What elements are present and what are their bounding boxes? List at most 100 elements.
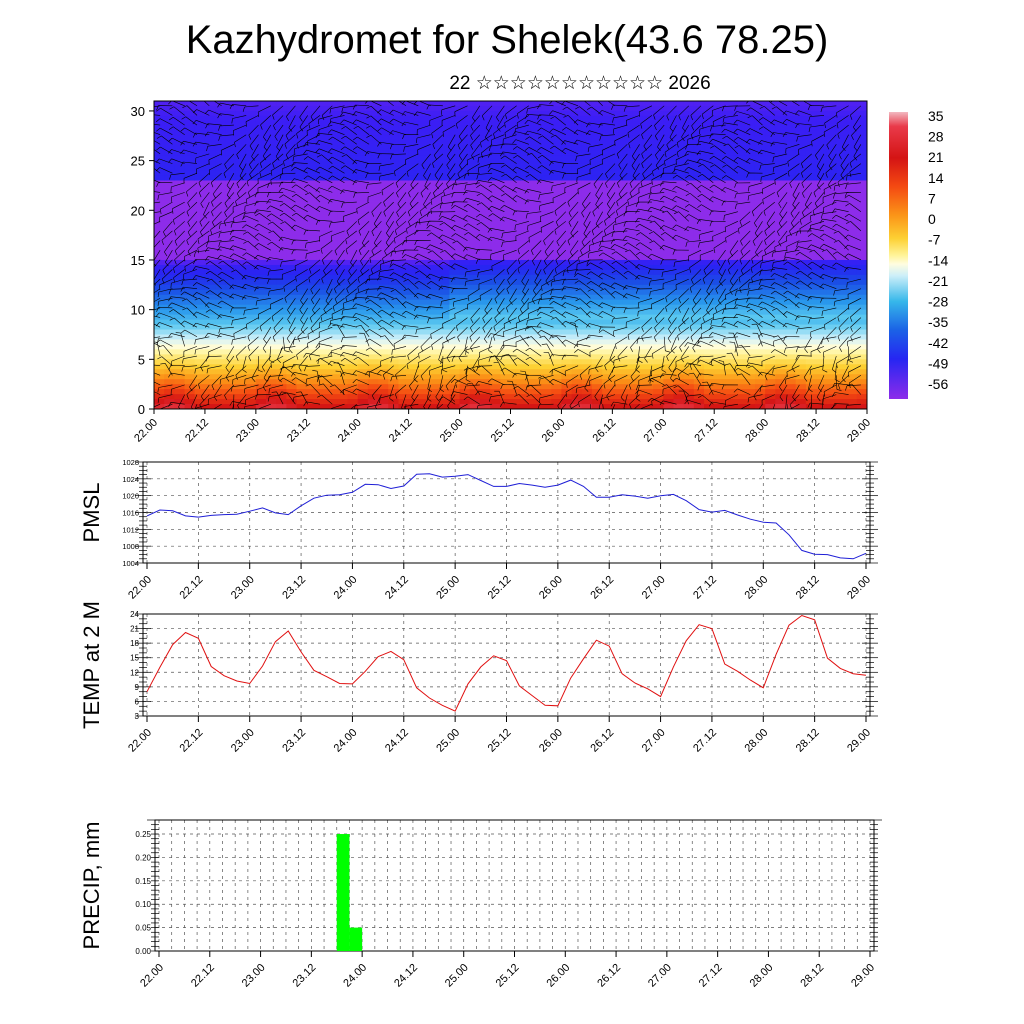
x-tick-label: 26.00 <box>544 962 572 990</box>
y-tick-label: 1024 <box>122 475 139 484</box>
y-tick-label: 0.10 <box>135 900 151 909</box>
y-tick-label: 1012 <box>122 525 139 534</box>
colorbar-label: -42 <box>928 335 948 351</box>
x-tick-label: 22.12 <box>189 962 217 990</box>
precip-bar <box>349 927 363 951</box>
y-tick-label: 10 <box>131 303 145 318</box>
x-tick-label: 29.00 <box>845 727 873 755</box>
y-tick-label: 0.00 <box>135 947 151 956</box>
y-tick-label: 1004 <box>122 559 139 568</box>
y-tick-label: 1028 <box>122 458 139 467</box>
colorbar-label: -14 <box>928 252 948 268</box>
temp-panel: 3 6 9 12 15 18 21 24 22.00 22.12 23.00 23.12 24.00 24… <box>79 601 878 755</box>
x-tick-label: 23.00 <box>229 574 257 602</box>
x-tick-label: 22.12 <box>178 727 206 755</box>
x-tick-label: 26.12 <box>588 727 616 755</box>
y-axis-title: PRECIP, mm <box>79 822 104 950</box>
y-tick-label: 1016 <box>122 509 139 518</box>
x-tick-label: 25.00 <box>438 417 466 445</box>
x-tick-label: 25.12 <box>494 962 522 990</box>
x-tick-label: 29.00 <box>849 962 877 990</box>
colorbar-label: 35 <box>928 108 944 124</box>
x-tick-label: 23.00 <box>229 727 257 755</box>
x-tick-label: 25.00 <box>434 727 462 755</box>
x-tick-label: 27.12 <box>691 727 719 755</box>
x-tick-label: 24.00 <box>332 727 360 755</box>
wind-barbs <box>154 101 862 409</box>
y-tick-label: 0.25 <box>135 830 151 839</box>
colorbar-label: -49 <box>928 355 948 371</box>
y-tick-label: 0 <box>138 402 145 417</box>
minor-ticks <box>135 613 878 717</box>
precip-panel: 0.00 0.05 0.10 0.15 0.20 0.25 22.00 22.12 23.00 2… <box>79 819 882 990</box>
x-tick-label: 22.12 <box>183 417 211 445</box>
x-tick-label: 26.12 <box>591 417 619 445</box>
y-tick-label: 30 <box>131 104 145 119</box>
x-tick-label: 24.12 <box>383 727 411 755</box>
y-tick-label: 15 <box>131 253 145 268</box>
y-tick-label: 1008 <box>122 542 139 551</box>
y-tick-label: 18 <box>130 639 139 648</box>
x-tick-label: 26.00 <box>537 727 565 755</box>
y-tick-label: 0.20 <box>135 853 151 862</box>
x-tick-label: 24.12 <box>387 417 415 445</box>
x-tick-label: 24.12 <box>392 962 420 990</box>
y-tick-label: 5 <box>138 352 145 367</box>
x-tick-label: 22.00 <box>138 962 166 990</box>
x-tick-label: 27.12 <box>697 962 725 990</box>
colorbar-label: 14 <box>928 170 944 186</box>
x-tick-label: 22.00 <box>132 417 160 445</box>
colorbar-label: 0 <box>928 211 936 227</box>
x-tick-label: 23.12 <box>280 727 308 755</box>
x-tick-label: 23.00 <box>234 417 262 445</box>
x-tick-label: 23.00 <box>240 962 268 990</box>
colorbar-label: -35 <box>928 314 948 330</box>
x-tick-label: 22.00 <box>126 574 154 602</box>
x-tick-label: 26.12 <box>595 962 623 990</box>
x-tick-label: 24.00 <box>336 417 364 445</box>
grid <box>143 461 870 564</box>
y-tick-label: 6 <box>135 697 140 706</box>
colorbar-label: -21 <box>928 273 948 289</box>
x-tick-label: 27.00 <box>646 962 674 990</box>
x-tick-label: 26.00 <box>540 417 568 445</box>
y-tick-label: 0.05 <box>135 924 151 933</box>
y-tick-label: 25 <box>131 154 145 169</box>
x-tick-label: 24.00 <box>332 574 360 602</box>
y-tick-label: 0.15 <box>135 877 151 886</box>
x-tick-label: 27.00 <box>640 727 668 755</box>
grid <box>143 613 870 717</box>
y-tick-label: 21 <box>130 625 139 634</box>
x-tick-label: 23.12 <box>280 574 308 602</box>
minor-ticks <box>135 461 878 564</box>
x-tick-label: 25.00 <box>434 574 462 602</box>
x-tick-label: 27.00 <box>641 417 669 445</box>
x-tick-label: 28.12 <box>798 962 826 990</box>
colorbar-label: 28 <box>928 129 944 145</box>
y-tick-label: 9 <box>135 683 140 692</box>
colorbar-gradient <box>889 112 908 399</box>
colorbar-label: -7 <box>928 232 941 248</box>
x-tick-label: 25.12 <box>489 417 517 445</box>
x-tick-label: 26.00 <box>537 574 565 602</box>
x-tick-label: 25.00 <box>443 962 471 990</box>
x-tick-label: 26.12 <box>588 574 616 602</box>
temp-series <box>146 614 867 712</box>
temperature-field <box>154 101 867 409</box>
chart-title: Kazhydromet for Shelek(43.6 78.25) <box>185 18 829 62</box>
y-tick-label: 12 <box>130 668 139 677</box>
colorbar-label: -28 <box>928 294 948 310</box>
x-tick-label: 28.00 <box>742 574 770 602</box>
x-tick-label: 28.12 <box>794 417 822 445</box>
x-tick-label: 27.12 <box>692 417 720 445</box>
x-tick-label: 29.00 <box>845 417 873 445</box>
x-tick-label: 28.00 <box>742 727 770 755</box>
x-tick-label: 28.00 <box>748 962 776 990</box>
minor-ticks <box>147 819 882 952</box>
colorbar-label: 21 <box>928 149 944 165</box>
x-tick-label: 28.00 <box>743 417 771 445</box>
y-tick-label: 3 <box>135 712 140 721</box>
x-tick-label: 25.12 <box>486 727 514 755</box>
x-tick-label: 22.12 <box>178 574 206 602</box>
